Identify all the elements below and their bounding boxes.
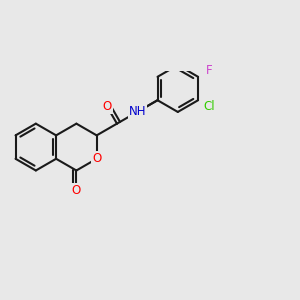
Text: O: O — [102, 100, 112, 113]
Text: O: O — [92, 152, 101, 165]
Text: O: O — [72, 184, 81, 197]
Text: F: F — [206, 64, 213, 77]
Text: Cl: Cl — [203, 100, 215, 113]
Text: NH: NH — [128, 105, 146, 119]
